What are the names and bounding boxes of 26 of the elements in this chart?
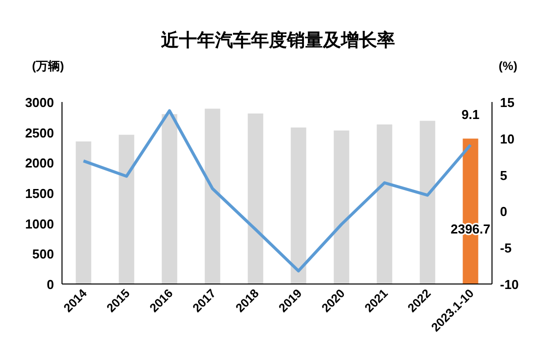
y2-tick-label: -10 xyxy=(500,277,519,292)
bar xyxy=(118,134,134,284)
y2-tick-label: 10 xyxy=(500,131,514,146)
y2-tick-label: -5 xyxy=(500,240,512,256)
chart-title: 近十年汽车年度销量及增长率 xyxy=(160,30,395,50)
y-tick-label: 2500 xyxy=(25,125,54,140)
y2-tick-label: 0 xyxy=(500,204,508,220)
bar xyxy=(162,114,178,284)
bar xyxy=(420,120,436,284)
bar xyxy=(290,127,306,284)
y-tick-label: 1500 xyxy=(25,186,54,201)
y-tick-label: 0 xyxy=(46,277,54,292)
data-label: 9.1 xyxy=(461,106,480,122)
y-tick-label: 2000 xyxy=(25,156,54,171)
bar xyxy=(76,141,92,284)
bar xyxy=(334,130,350,284)
y-tick-label: 1000 xyxy=(25,216,54,232)
bar xyxy=(376,124,392,284)
y-tick-label: 500 xyxy=(32,246,54,262)
y2-axis-title: (%) xyxy=(498,59,518,73)
bar xyxy=(204,108,220,284)
bar xyxy=(248,114,264,284)
y2-tick-label: 15 xyxy=(500,95,514,110)
y-axis-title: (万辆) xyxy=(32,59,64,73)
y-tick-label: 3000 xyxy=(25,95,54,110)
y2-tick-label: 5 xyxy=(500,168,508,183)
